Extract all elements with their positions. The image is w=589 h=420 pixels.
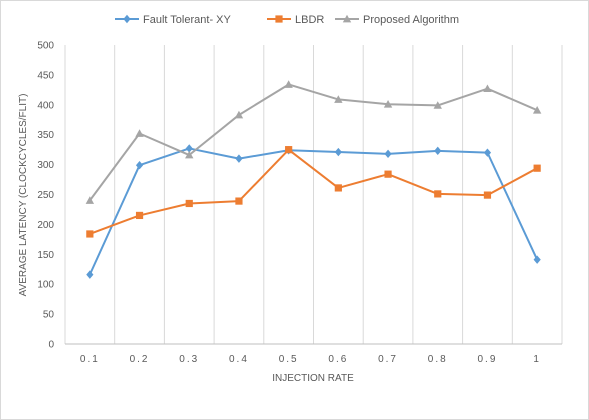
- legend-marker: [275, 15, 283, 23]
- x-tick-label: 0.6: [328, 354, 348, 365]
- y-tick-label: 250: [37, 190, 54, 201]
- data-point: [234, 110, 244, 119]
- series-line: [89, 83, 538, 202]
- y-tick-label: 300: [37, 160, 54, 171]
- x-tick-label: 0.1: [80, 354, 100, 365]
- data-point: [284, 80, 293, 88]
- series-3: [85, 80, 542, 204]
- data-point: [135, 211, 144, 220]
- data-point: [384, 149, 392, 159]
- y-tick-label: 500: [37, 41, 54, 52]
- x-tick-label: 0.4: [229, 354, 249, 365]
- data-point: [135, 129, 144, 137]
- data-point: [235, 197, 243, 205]
- data-point: [85, 196, 95, 204]
- data-point: [135, 160, 144, 170]
- legend-entry: LBDR: [267, 14, 324, 26]
- data-point: [383, 100, 393, 108]
- legend-marker: [123, 14, 131, 24]
- y-axis-title: AVERAGE LATENCY (CLOCKCYCLES/FLIT): [18, 94, 29, 297]
- data-point: [285, 146, 293, 154]
- legend: Fault Tolerant- XY LBDR Proposed Algorithm: [115, 14, 459, 26]
- x-tick-label: 1: [533, 354, 541, 365]
- legend-entry: Proposed Algorithm: [335, 14, 459, 26]
- data-point: [483, 148, 492, 157]
- x-tick-label: 0.7: [378, 354, 398, 365]
- data-point: [433, 101, 442, 109]
- x-tick-label: 0.2: [130, 354, 150, 365]
- data-point: [334, 184, 342, 192]
- legend-label: Fault Tolerant- XY: [143, 14, 232, 26]
- y-tick-label: 0: [48, 340, 54, 351]
- x-axis-title: INJECTION RATE: [272, 373, 354, 384]
- data-point: [532, 105, 542, 114]
- series-line: [89, 148, 538, 235]
- y-tick-label: 50: [43, 310, 55, 321]
- y-tick-label: 100: [37, 280, 54, 291]
- legend-label: Proposed Algorithm: [363, 14, 459, 26]
- data-point: [185, 150, 194, 159]
- data-point: [185, 144, 193, 153]
- data-point: [86, 230, 94, 238]
- x-tick-label: 0.9: [477, 354, 497, 365]
- data-point: [334, 95, 343, 103]
- legend-entry: Fault Tolerant- XY: [115, 14, 232, 26]
- legend-marker: [342, 14, 352, 23]
- y-tick-label: 400: [37, 100, 54, 111]
- x-tick-label: 0.8: [428, 354, 448, 365]
- axes: 0 50 100 150 200 250 300 350 400 450 500 0.1 0.2 0.3 0…: [37, 41, 562, 365]
- data-point: [334, 147, 342, 157]
- data-point: [185, 199, 193, 208]
- data-point: [533, 255, 541, 264]
- series-2: [86, 146, 541, 238]
- x-tick-label: 0.3: [179, 354, 199, 365]
- series-layer: [85, 80, 542, 279]
- x-tick-label: 0.5: [279, 354, 299, 365]
- y-tick-label: 350: [37, 130, 54, 141]
- y-tick-label: 200: [37, 220, 54, 231]
- data-point: [86, 270, 94, 279]
- data-point: [235, 154, 243, 163]
- data-point: [434, 190, 442, 198]
- data-point: [533, 164, 541, 172]
- data-point: [384, 170, 392, 178]
- y-tick-label: 150: [37, 250, 54, 261]
- y-tick-label: 450: [37, 70, 54, 81]
- series-line: [88, 147, 539, 276]
- data-point: [434, 146, 442, 156]
- legend-label: LBDR: [295, 14, 324, 26]
- data-point: [483, 191, 492, 199]
- data-point: [483, 84, 492, 93]
